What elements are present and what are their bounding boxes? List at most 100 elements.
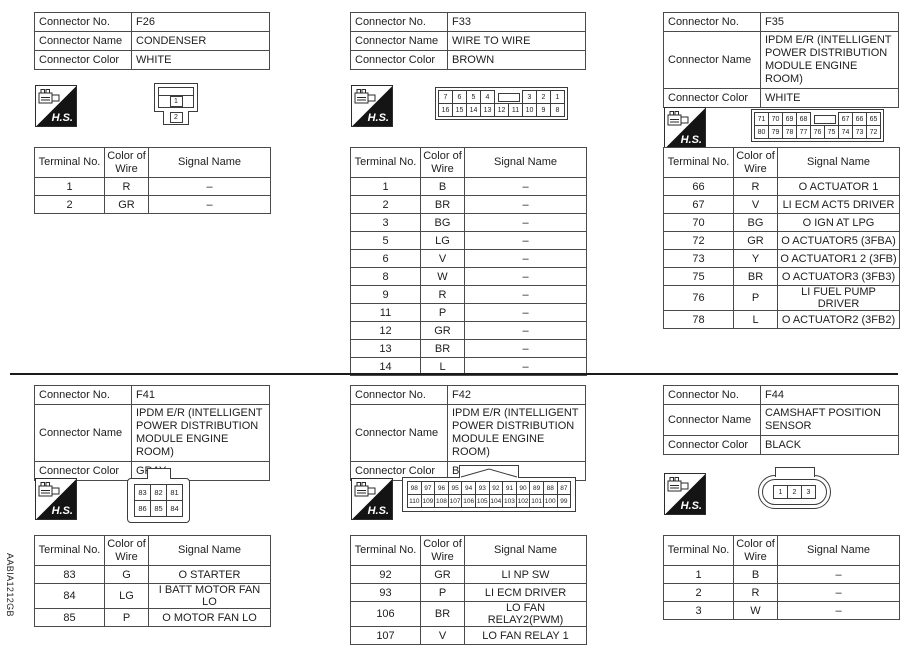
wire-color-cell: P <box>104 608 149 627</box>
wire-color-cell: R <box>733 583 778 602</box>
pin-cell: 97 <box>420 481 436 495</box>
pin-cell: 7 <box>438 90 453 104</box>
connector-name-value: IPDM E/R (INTELLIGENT POWER DISTRIBUTION… <box>447 404 586 462</box>
terminal-row: 84 LG I BATT MOTOR FAN LO <box>34 583 271 609</box>
pin-cell: 87 <box>556 481 572 495</box>
wire-color-cell: L <box>733 310 778 329</box>
pin-cell: 95 <box>447 481 463 495</box>
connector-no-label: Connector No. <box>663 12 761 32</box>
terminal-header-row: Terminal No. Color of Wire Signal Name <box>34 147 271 178</box>
terminal-row: 73 Y O ACTUATOR1 2 (3FB) <box>663 249 900 268</box>
wire-color-header: Color of Wire <box>104 535 149 566</box>
connector-color-label: Connector Color <box>350 50 448 70</box>
connector-no-value: F26 <box>131 12 270 32</box>
pin-cell: 4 <box>480 90 495 104</box>
signal-name-cell: – <box>464 195 587 214</box>
pin-cell: 93 <box>474 481 490 495</box>
connector-no-label: Connector No. <box>34 385 132 405</box>
connector-color-label: Connector Color <box>34 461 132 481</box>
terminal-no-cell: 75 <box>663 267 734 286</box>
pin-row: 16 15 14 13 12 11 10 9 8 <box>438 103 565 117</box>
pin-cell: 16 <box>438 103 453 117</box>
pin-cell: 2 <box>536 90 551 104</box>
connector-key-tab <box>146 468 171 479</box>
terminal-row: 83 G O STARTER <box>34 565 271 584</box>
terminal-row: 76 P LI FUEL PUMP DRIVER <box>663 285 900 311</box>
connector-name-value: CAMSHAFT POSITION SENSOR <box>760 404 899 436</box>
pin-cell: 12 <box>494 103 509 117</box>
terminal-header-row: Terminal No. Color of Wire Signal Name <box>34 535 271 566</box>
connector-no-label: Connector No. <box>350 385 448 405</box>
terminal-row: 67 V LI ECM ACT5 DRIVER <box>663 195 900 214</box>
connector-name-value: IPDM E/R (INTELLIGENT POWER DISTRIBUTION… <box>131 404 270 462</box>
pin-cell: 90 <box>515 481 531 495</box>
terminal-no-cell: 2 <box>663 583 734 602</box>
terminal-row: 85 P O MOTOR FAN LO <box>34 608 271 627</box>
terminal-row: 11 P – <box>350 303 587 322</box>
terminal-no-cell: 73 <box>663 249 734 268</box>
connector-name-label: Connector Name <box>663 404 761 436</box>
hs-mark: H.S. <box>35 85 77 127</box>
pin-cell: 88 <box>542 481 558 495</box>
wire-color-cell: GR <box>420 321 465 340</box>
connector-name-value: IPDM E/R (INTELLIGENT POWER DISTRIBUTION… <box>760 31 899 89</box>
signal-name-cell: – <box>464 357 587 376</box>
signal-name-cell: LO FAN RELAY 1 <box>464 626 587 645</box>
terminal-no-cell: 2 <box>350 195 421 214</box>
connector-name-label: Connector Name <box>350 404 448 462</box>
figure-code: AABIA1212GB <box>5 553 15 617</box>
connector-no-label: Connector No. <box>350 12 448 32</box>
terminal-table: Terminal No. Color of Wire Signal Name 6… <box>663 147 900 329</box>
connector-name-label: Connector Name <box>663 31 761 89</box>
terminal-no-header: Terminal No. <box>34 535 105 566</box>
connector-pin-diagram: 83 82 81 86 85 84 <box>127 468 190 523</box>
pin-cell: 69 <box>782 112 797 126</box>
wire-color-cell: V <box>733 195 778 214</box>
pin-cell: 1 <box>169 96 183 107</box>
pin-cell: 103 <box>502 494 517 508</box>
signal-name-cell: O IGN AT LPG <box>777 213 900 232</box>
signal-name-header: Signal Name <box>148 147 271 178</box>
terminal-no-cell: 13 <box>350 339 421 358</box>
hs-label: H.S. <box>367 112 389 124</box>
connector-housing: 7 6 5 4 3 2 1 16 15 14 13 12 11 10 9 8 <box>435 87 568 120</box>
pin-row: 83 82 81 <box>134 484 183 501</box>
hs-mark: H.S. <box>351 85 393 127</box>
signal-name-cell: I BATT MOTOR FAN LO <box>148 583 271 609</box>
signal-name-cell: – <box>777 565 900 584</box>
pin-cell: 104 <box>488 494 504 508</box>
pin-cell: 70 <box>768 112 783 126</box>
hs-label: H.S. <box>367 505 389 517</box>
pin-cell: 80 <box>754 125 769 139</box>
pin-cell: 13 <box>480 103 495 117</box>
connector-no-label: Connector No. <box>34 12 132 32</box>
connector-no-value: F35 <box>760 12 899 32</box>
pin-cell: 3 <box>522 90 537 104</box>
terminal-table: Terminal No. Color of Wire Signal Name 1… <box>663 535 900 620</box>
signal-name-header: Signal Name <box>777 147 900 178</box>
signal-name-cell: LI ECM DRIVER <box>464 583 587 602</box>
hs-mark: H.S. <box>351 478 393 520</box>
connector-no-value: F33 <box>447 12 586 32</box>
pin-cell: 2 <box>787 485 802 499</box>
connector-housing: 98 97 96 95 94 93 92 91 90 89 88 87 110 109 108 107 106 1… <box>402 477 577 512</box>
wire-color-header: Color of Wire <box>104 147 149 178</box>
terminal-header-row: Terminal No. Color of Wire Signal Name <box>350 535 587 566</box>
pin-cell: 71 <box>754 112 769 126</box>
terminal-table: Terminal No. Color of Wire Signal Name 1… <box>350 147 587 376</box>
hs-mark: H.S. <box>35 478 77 520</box>
connector-symbol-icon <box>354 482 376 497</box>
terminal-row: 106 BR LO FAN RELAY2(PWM) <box>350 601 587 627</box>
terminal-no-cell: 1 <box>663 565 734 584</box>
connector-section-f33: Connector No. F33 Connector Name WIRE TO… <box>350 12 587 376</box>
terminal-no-cell: 106 <box>350 601 421 627</box>
pin-cell: 1 <box>550 90 565 104</box>
terminal-no-header: Terminal No. <box>350 535 421 566</box>
terminal-row: 12 GR – <box>350 321 587 340</box>
pin-cell: 86 <box>134 500 151 517</box>
connector-pin-diagram: 1 2 <box>154 83 198 125</box>
signal-name-cell: – <box>148 195 271 214</box>
terminal-no-cell: 92 <box>350 565 421 584</box>
